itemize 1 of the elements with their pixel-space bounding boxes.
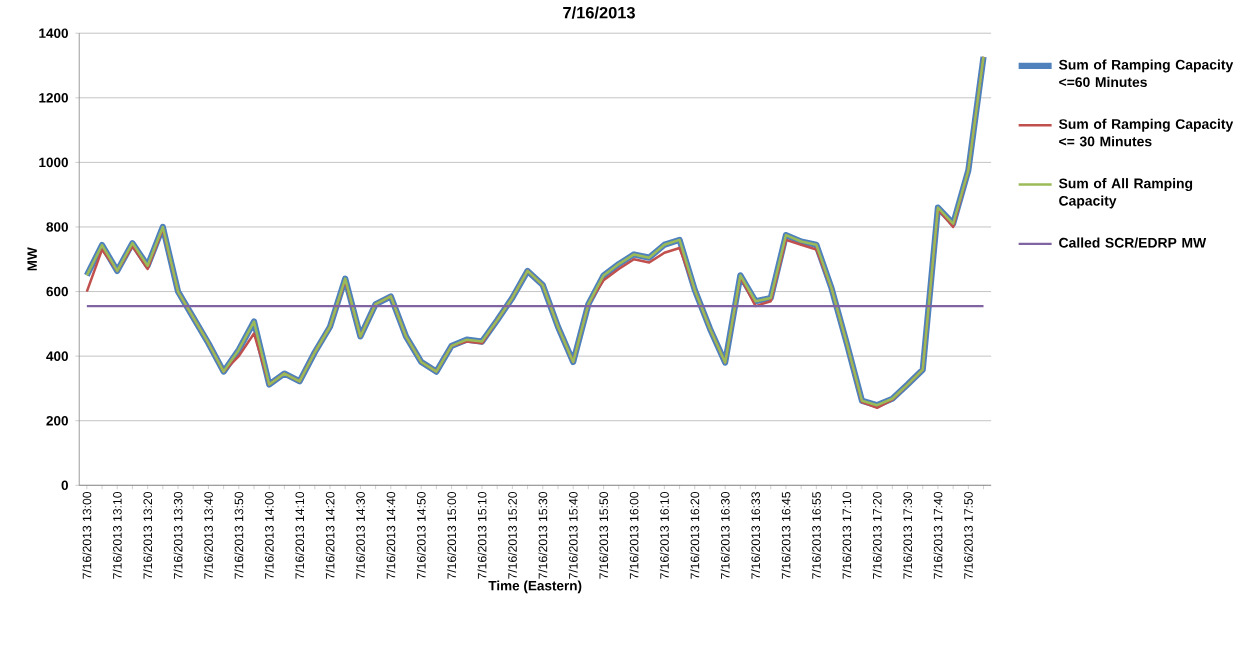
chart-title: 7/16/2013 (563, 6, 635, 20)
